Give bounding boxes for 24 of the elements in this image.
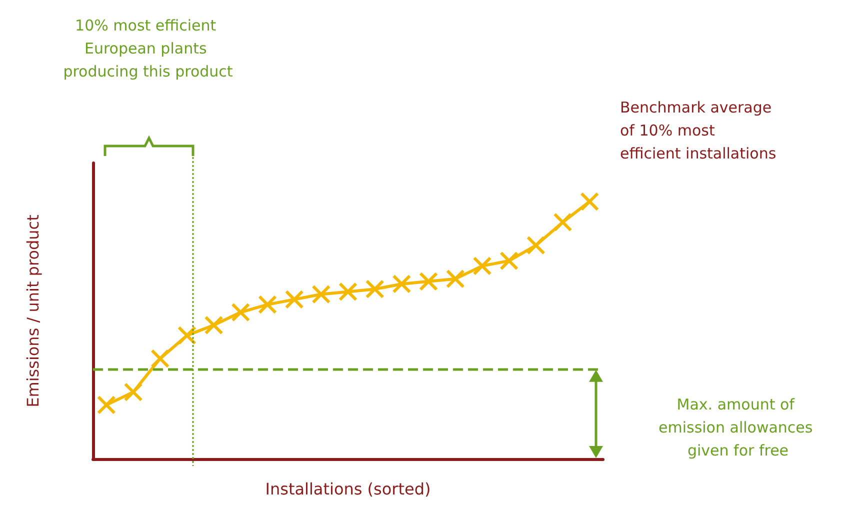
point bbox=[446, 269, 465, 288]
point bbox=[553, 212, 572, 232]
point bbox=[96, 395, 116, 414]
point bbox=[177, 326, 196, 345]
point bbox=[338, 282, 358, 302]
point bbox=[204, 316, 224, 335]
point bbox=[284, 290, 304, 309]
point bbox=[258, 295, 277, 314]
x-axis-title: Installations (sorted) bbox=[265, 480, 431, 498]
point bbox=[312, 284, 331, 304]
point bbox=[500, 251, 519, 270]
point bbox=[419, 272, 438, 291]
y-axis-title: Emissions / unit product bbox=[24, 214, 42, 408]
point bbox=[526, 236, 546, 255]
point bbox=[580, 192, 600, 212]
point bbox=[150, 349, 170, 368]
point bbox=[365, 280, 384, 299]
text: Benchmark average of 10% most efficient installations bbox=[620, 98, 776, 162]
point bbox=[392, 274, 412, 294]
text: 10% most efficient European plants producing this product bbox=[63, 16, 233, 80]
point bbox=[124, 382, 143, 402]
text: Max. amount of emission allowances given for free bbox=[658, 396, 818, 460]
point bbox=[472, 256, 492, 276]
point bbox=[231, 302, 250, 322]
